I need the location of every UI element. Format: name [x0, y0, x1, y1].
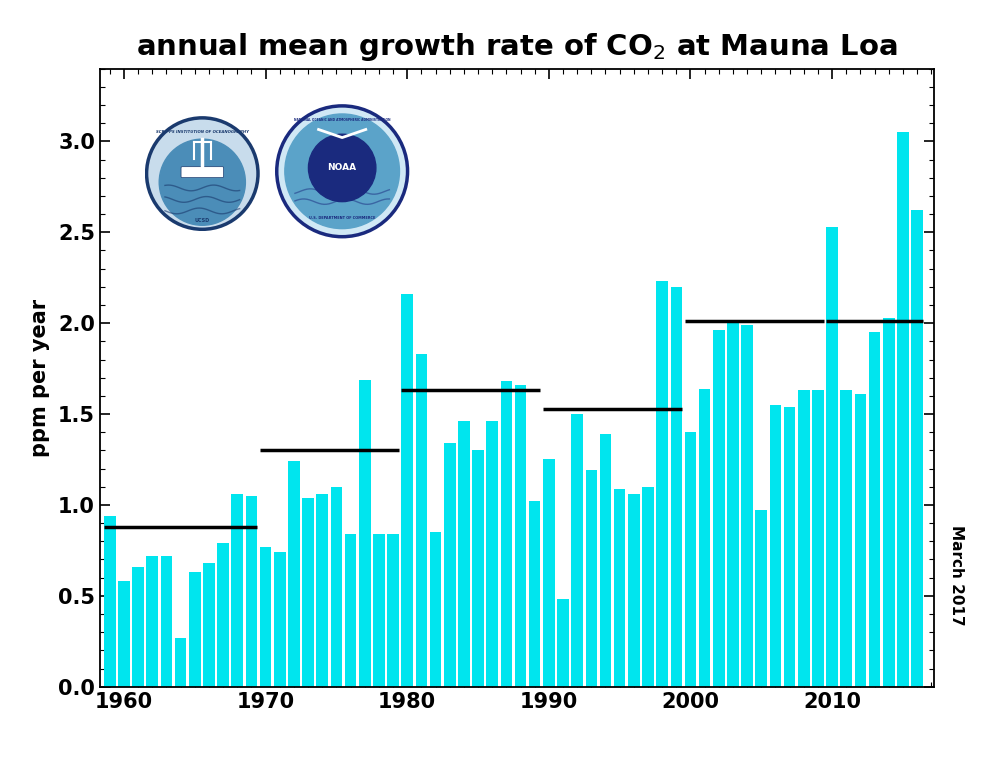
- Bar: [911, 211, 923, 687]
- Bar: [444, 443, 456, 687]
- Bar: [812, 391, 824, 687]
- Bar: [826, 227, 838, 687]
- Bar: [699, 388, 710, 687]
- Bar: [599, 434, 611, 687]
- Bar: [459, 421, 470, 687]
- Bar: [500, 382, 512, 687]
- Bar: [840, 391, 852, 687]
- Bar: [528, 501, 540, 687]
- Bar: [642, 487, 653, 687]
- Bar: [727, 320, 739, 687]
- Bar: [784, 407, 795, 687]
- Bar: [147, 555, 158, 687]
- Bar: [104, 516, 116, 687]
- Bar: [274, 552, 286, 687]
- Bar: [670, 287, 682, 687]
- Bar: [246, 496, 258, 687]
- Bar: [430, 533, 442, 687]
- Bar: [317, 494, 328, 687]
- Bar: [741, 325, 753, 687]
- FancyBboxPatch shape: [181, 166, 224, 178]
- Bar: [331, 487, 343, 687]
- Bar: [416, 354, 428, 687]
- Text: March 2017: March 2017: [948, 525, 964, 626]
- Bar: [514, 385, 526, 687]
- Text: SCRIPPS INSTITUTION OF OCEANOGRAPHY: SCRIPPS INSTITUTION OF OCEANOGRAPHY: [156, 130, 249, 134]
- Bar: [161, 555, 172, 687]
- Bar: [118, 581, 130, 687]
- Bar: [260, 547, 272, 687]
- Bar: [613, 488, 625, 687]
- Circle shape: [159, 139, 246, 225]
- Bar: [684, 432, 696, 687]
- Bar: [571, 414, 583, 687]
- Bar: [769, 405, 781, 687]
- Text: NATIONAL OCEANIC AND ATMOSPHERIC ADMINISTRATION: NATIONAL OCEANIC AND ATMOSPHERIC ADMINIS…: [294, 118, 391, 122]
- Text: UCSD: UCSD: [195, 218, 210, 224]
- Bar: [189, 572, 201, 687]
- Circle shape: [285, 114, 400, 229]
- Y-axis label: ppm per year: ppm per year: [30, 298, 50, 457]
- Bar: [628, 494, 639, 687]
- Bar: [656, 282, 668, 687]
- Bar: [798, 391, 809, 687]
- Bar: [288, 462, 300, 687]
- Bar: [402, 294, 413, 687]
- Bar: [869, 332, 880, 687]
- Bar: [854, 394, 866, 687]
- Circle shape: [147, 118, 258, 230]
- Bar: [303, 497, 314, 687]
- Bar: [175, 638, 187, 687]
- Bar: [218, 543, 229, 687]
- Bar: [557, 600, 568, 687]
- Bar: [755, 510, 767, 687]
- Bar: [713, 330, 724, 687]
- Bar: [487, 421, 499, 687]
- Circle shape: [309, 134, 376, 201]
- Circle shape: [277, 106, 408, 237]
- Bar: [388, 534, 399, 687]
- Bar: [203, 563, 215, 687]
- Bar: [543, 459, 554, 687]
- Bar: [473, 450, 484, 687]
- Text: U.S. DEPARTMENT OF COMMERCE: U.S. DEPARTMENT OF COMMERCE: [309, 217, 376, 221]
- Bar: [132, 567, 144, 687]
- Title: annual mean growth rate of CO$_2$ at Mauna Loa: annual mean growth rate of CO$_2$ at Mau…: [136, 31, 898, 63]
- Bar: [373, 534, 385, 687]
- Bar: [883, 317, 894, 687]
- Bar: [232, 494, 243, 687]
- Bar: [359, 379, 371, 687]
- Bar: [585, 470, 597, 687]
- Bar: [897, 132, 909, 687]
- Text: NOAA: NOAA: [328, 163, 357, 172]
- Bar: [345, 534, 357, 687]
